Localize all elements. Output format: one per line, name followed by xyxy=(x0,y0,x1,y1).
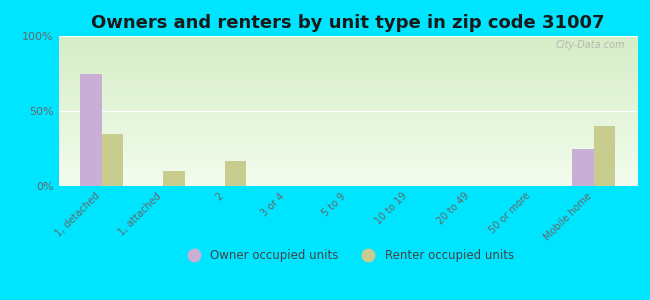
Bar xyxy=(573,148,594,186)
Bar xyxy=(163,171,185,186)
Bar xyxy=(101,134,123,186)
Text: City-Data.com: City-Data.com xyxy=(556,40,625,50)
Legend: Owner occupied units, Renter occupied units: Owner occupied units, Renter occupied un… xyxy=(177,245,519,267)
Title: Owners and renters by unit type in zip code 31007: Owners and renters by unit type in zip c… xyxy=(91,14,604,32)
Bar xyxy=(594,126,616,186)
Bar xyxy=(225,160,246,186)
Bar xyxy=(80,74,101,186)
